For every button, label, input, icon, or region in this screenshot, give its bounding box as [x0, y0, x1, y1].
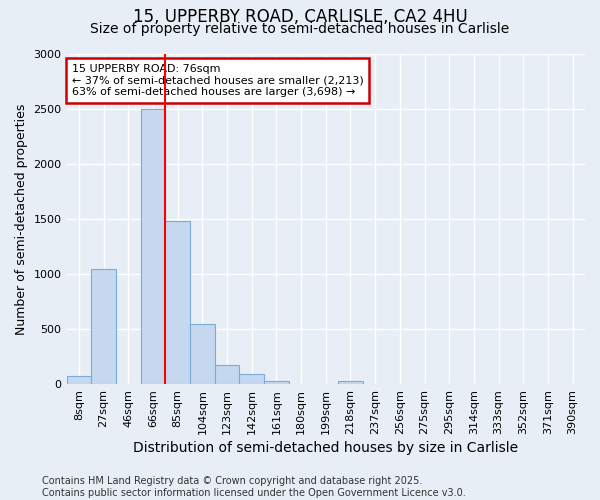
Bar: [264, 381, 289, 384]
Text: Size of property relative to semi-detached houses in Carlisle: Size of property relative to semi-detach…: [91, 22, 509, 36]
Bar: [338, 381, 363, 384]
Text: 15, UPPERBY ROAD, CARLISLE, CA2 4HU: 15, UPPERBY ROAD, CARLISLE, CA2 4HU: [133, 8, 467, 26]
Bar: [239, 374, 264, 384]
Text: 15 UPPERBY ROAD: 76sqm
← 37% of semi-detached houses are smaller (2,213)
63% of : 15 UPPERBY ROAD: 76sqm ← 37% of semi-det…: [72, 64, 364, 97]
Y-axis label: Number of semi-detached properties: Number of semi-detached properties: [15, 104, 28, 335]
Text: Contains HM Land Registry data © Crown copyright and database right 2025.
Contai: Contains HM Land Registry data © Crown c…: [42, 476, 466, 498]
Bar: [91, 268, 116, 384]
Bar: [165, 222, 190, 384]
X-axis label: Distribution of semi-detached houses by size in Carlisle: Distribution of semi-detached houses by …: [133, 441, 518, 455]
Bar: [215, 365, 239, 384]
Bar: [190, 324, 215, 384]
Bar: [67, 376, 91, 384]
Bar: [140, 109, 165, 384]
